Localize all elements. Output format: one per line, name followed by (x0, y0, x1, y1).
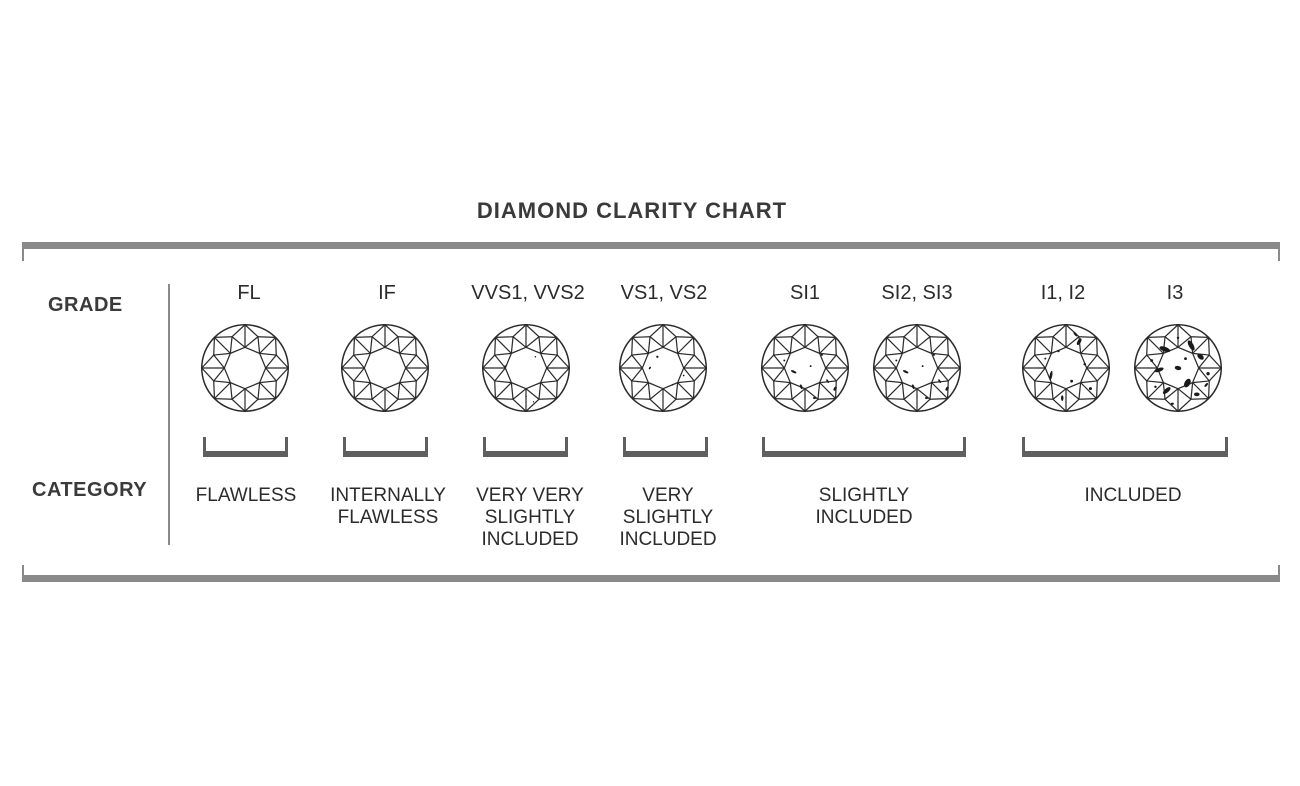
chart-title: DIAMOND CLARITY CHART (476, 198, 788, 223)
grade-label-si1: SI1 (789, 282, 821, 304)
category-line: FLAWLESS (195, 485, 297, 506)
category-line: VERY (642, 485, 694, 506)
frame-bottom-line (22, 575, 1280, 582)
diamond-icon-si1 (761, 324, 849, 412)
frame-bottom-right-tick (1278, 565, 1280, 577)
frame-top-right-tick (1278, 249, 1280, 261)
category-line: VERY VERY (476, 485, 584, 506)
grade-label-if: IF (378, 282, 396, 304)
bracket-included (1022, 437, 1228, 457)
grade-label-i1-i2: I1, I2 (1040, 282, 1086, 304)
category-line: INCLUDED (1084, 485, 1182, 506)
grade-label-si2-si3: SI2, SI3 (881, 282, 953, 304)
bracket-slightly-included (762, 437, 966, 457)
diamond-icon-vs (619, 324, 707, 412)
category-very-slightly-included: VERY SLIGHTLY INCLUDED (598, 485, 738, 551)
category-line: FLAWLESS (337, 507, 439, 528)
category-internally-flawless: INTERNALLY FLAWLESS (318, 485, 458, 529)
category-line: SLIGHTLY (622, 507, 714, 528)
category-line: INTERNALLY (330, 485, 446, 506)
bracket-vs (623, 437, 708, 457)
category-very-very-slightly-included: VERY VERY SLIGHTLY INCLUDED (460, 485, 600, 551)
category-flawless: FLAWLESS (186, 485, 306, 507)
bracket-vvs (483, 437, 568, 457)
grade-label-vvs: VVS1, VVS2 (471, 282, 585, 304)
frame-top-left-tick (22, 249, 24, 261)
diamond-icon-i1-i2 (1022, 324, 1110, 412)
bracket-flawless (203, 437, 288, 457)
diamond-icon-if (341, 324, 429, 412)
category-included: INCLUDED (1063, 485, 1203, 507)
bracket-internally-flawless (343, 437, 428, 457)
diamond-icon-si2-si3 (873, 324, 961, 412)
grade-label-i3: I3 (1166, 282, 1184, 304)
category-line: INCLUDED (619, 529, 717, 550)
category-line: SLIGHTLY (484, 507, 576, 528)
grade-label-fl: FL (237, 282, 261, 304)
diamond-icon-vvs (482, 324, 570, 412)
category-line: SLIGHTLY (818, 485, 910, 506)
diamond-icon-fl (201, 324, 289, 412)
category-line: INCLUDED (815, 507, 913, 528)
frame-top-line (22, 242, 1280, 249)
category-slightly-included: SLIGHTLY INCLUDED (794, 485, 934, 529)
grade-row-label: GRADE (48, 294, 123, 316)
row-divider (168, 284, 170, 545)
grade-label-vs: VS1, VS2 (620, 282, 708, 304)
frame-bottom-left-tick (22, 565, 24, 577)
category-row-label: CATEGORY (32, 479, 148, 501)
category-line: INCLUDED (481, 529, 579, 550)
diamond-icon-i3 (1134, 324, 1222, 412)
